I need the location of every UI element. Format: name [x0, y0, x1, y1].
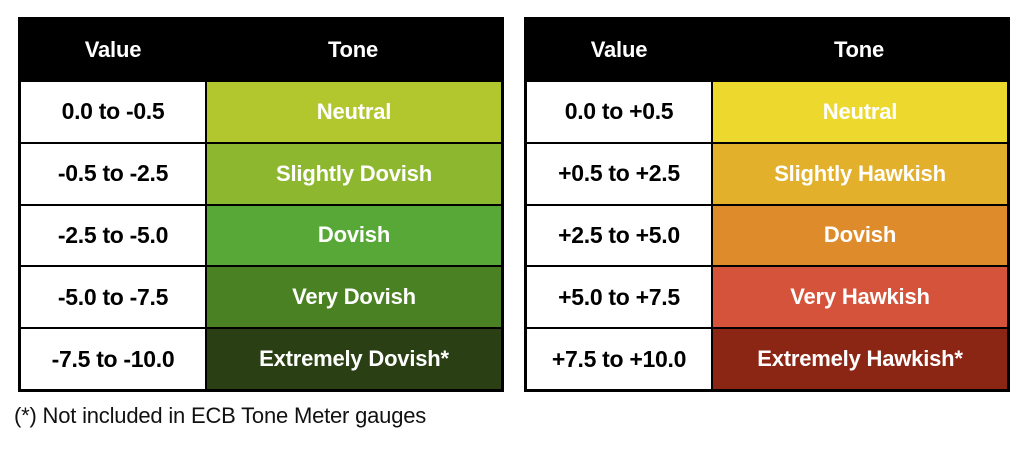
header-value-label: Value [84, 37, 142, 62]
table-body: 0.0 to +0.5 Neutral +0.5 to +2.5 Slightly H… [527, 82, 1007, 389]
tone-label-cell: Neutral [713, 82, 1007, 142]
table-row: +2.5 to +5.0 Dovish [527, 205, 1007, 266]
tables-container: Value Tone 0.0 to -0.5 Neutral -0.5 to -2.… [18, 17, 1010, 392]
table-row: -2.5 to -5.0 Dovish [21, 205, 501, 266]
table-body: 0.0 to -0.5 Neutral -0.5 to -2.5 Slightly D… [21, 82, 501, 389]
value-range-cell: -0.5 to -2.5 [21, 143, 205, 204]
table-row: -7.5 to -10.0 Extremely Dovish* [21, 329, 501, 389]
header-tone-label: Tone [833, 37, 885, 62]
table-row: -5.0 to -7.5 Very Dovish [21, 267, 501, 328]
table-row: 0.0 to -0.5 Neutral [21, 82, 501, 142]
footnote: (*) Not included in ECB Tone Meter gauge… [14, 403, 427, 428]
table-header: Value Tone [527, 20, 1007, 80]
tone-label-cell: Dovish [713, 205, 1007, 266]
header-value-label: Value [590, 37, 648, 62]
value-range-cell: -2.5 to -5.0 [21, 205, 205, 266]
tone-label-cell: Extremely Hawkish* [713, 329, 1007, 389]
table-row: -0.5 to -2.5 Slightly Dovish [21, 143, 501, 204]
value-range-cell: 0.0 to +0.5 [527, 82, 711, 142]
tone-label-cell: Extremely Dovish* [207, 329, 501, 389]
value-range-cell: -7.5 to -10.0 [21, 329, 205, 389]
table-row: 0.0 to +0.5 Neutral [527, 82, 1007, 142]
value-range-cell: +2.5 to +5.0 [527, 205, 711, 266]
value-range-cell: -5.0 to -7.5 [21, 267, 205, 328]
value-range-cell: +0.5 to +2.5 [527, 143, 711, 204]
tone-label-cell: Slightly Hawkish [713, 143, 1007, 204]
value-range-cell: 0.0 to -0.5 [21, 82, 205, 142]
header-tone-label: Tone [327, 37, 379, 62]
tone-label-cell: Dovish [207, 205, 501, 266]
tone-table-dovish: Value Tone 0.0 to -0.5 Neutral -0.5 to -2.… [18, 17, 504, 392]
tone-label-cell: Slightly Dovish [207, 143, 501, 204]
table-header: Value Tone [21, 20, 501, 80]
value-range-cell: +7.5 to +10.0 [527, 329, 711, 389]
table-row: +0.5 to +2.5 Slightly Hawkish [527, 143, 1007, 204]
table-row: +5.0 to +7.5 Very Hawkish [527, 267, 1007, 328]
tone-label-cell: Very Hawkish [713, 267, 1007, 328]
tone-table-hawkish: Value Tone 0.0 to +0.5 Neutral +0.5 to +2.… [524, 17, 1010, 392]
value-range-cell: +5.0 to +7.5 [527, 267, 711, 328]
table-row: +7.5 to +10.0 Extremely Hawkish* [527, 329, 1007, 389]
tone-label-cell: Neutral [207, 82, 501, 142]
tone-label-cell: Very Dovish [207, 267, 501, 328]
